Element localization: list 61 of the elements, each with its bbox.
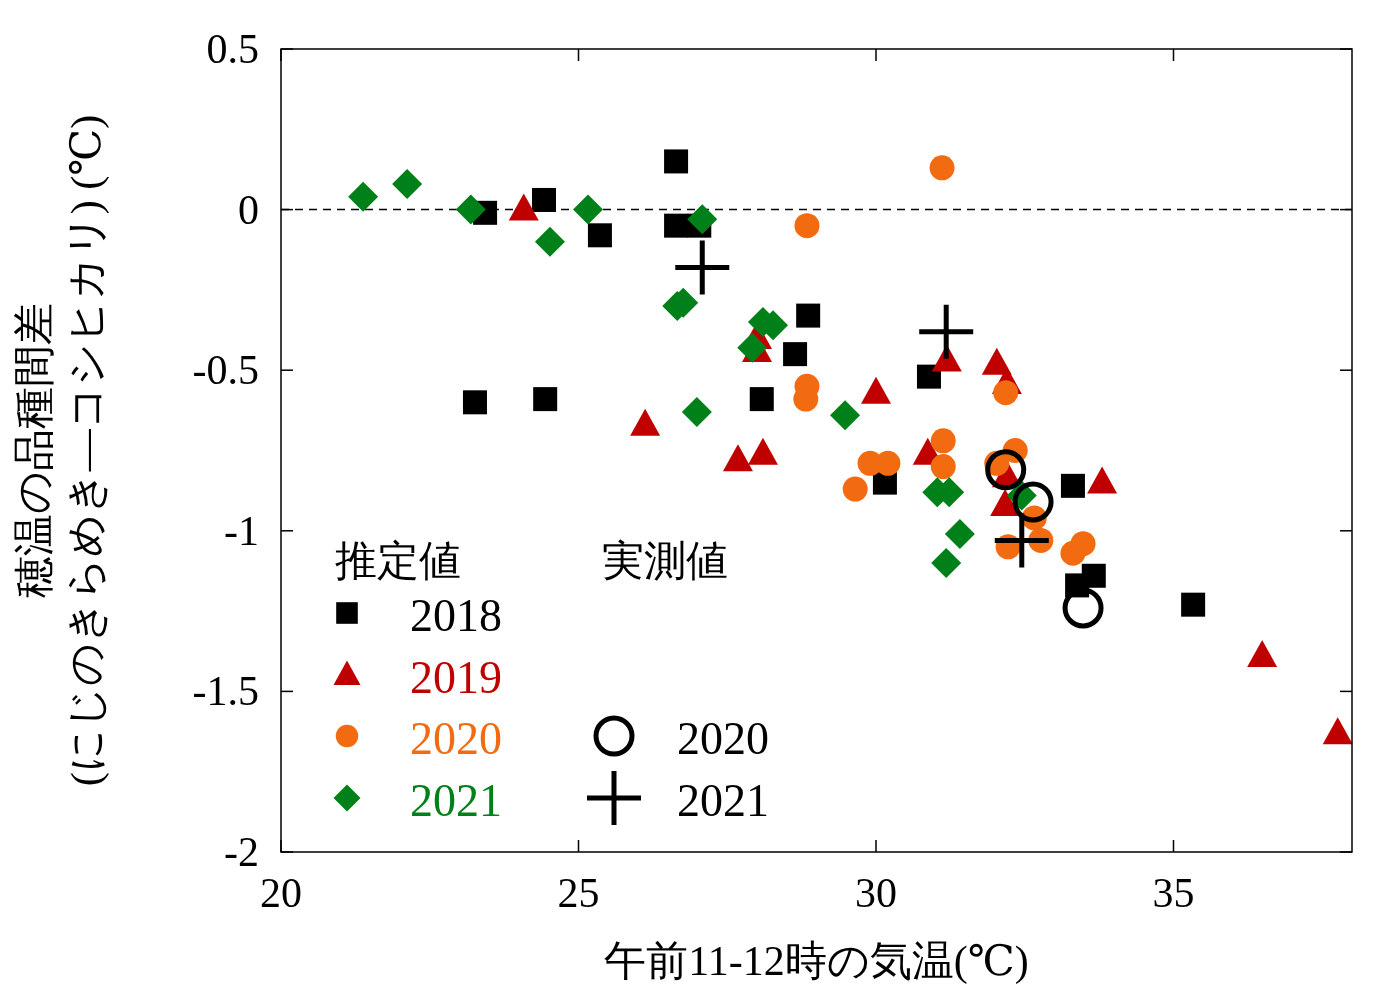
y-tick-label: -2 [224, 829, 259, 875]
point [722, 444, 753, 472]
legend-label: 2020 [677, 713, 769, 764]
point [587, 223, 612, 248]
point [794, 213, 820, 239]
point [916, 364, 941, 389]
point [1070, 531, 1096, 557]
x-axis-title: 午前11-12時の気温(℃) [604, 938, 1029, 985]
point [462, 390, 487, 415]
point [1060, 473, 1085, 498]
point [929, 155, 955, 181]
legend-label: 2019 [410, 652, 502, 703]
annotation: 実測値 [602, 538, 728, 584]
y-axis-title: 穂温の品種間差 (にじのきらめき—コシヒカリ) (℃) [11, 114, 110, 787]
x-tick-label: 25 [557, 870, 600, 916]
y-tick-label: 0.5 [206, 26, 259, 72]
point [1247, 640, 1278, 668]
legend-label: 2018 [410, 590, 502, 641]
point [783, 342, 808, 367]
point [664, 213, 689, 238]
point [875, 450, 901, 476]
point [930, 454, 956, 480]
x-tick-label: 30 [855, 870, 897, 916]
point [830, 400, 861, 431]
point [573, 194, 604, 225]
y-tick-label: -0.5 [192, 347, 259, 394]
point [681, 396, 712, 427]
point [1181, 592, 1206, 617]
legend-label: 2020 [410, 713, 502, 764]
point [994, 513, 1049, 568]
point [534, 226, 565, 257]
point [985, 449, 1027, 491]
point [990, 489, 1021, 517]
point [919, 304, 974, 359]
y-tick-label: -1.5 [192, 668, 259, 715]
y-tick-label: -1 [224, 507, 259, 554]
point [1062, 587, 1104, 629]
point [944, 519, 975, 550]
x-tick-label: 20 [260, 870, 302, 916]
legend-label: 2021 [410, 775, 502, 826]
legend-label: 2021 [677, 775, 769, 826]
point [1322, 717, 1353, 745]
point [842, 476, 868, 502]
point [455, 194, 486, 225]
point [930, 428, 956, 454]
point [392, 168, 423, 199]
point [675, 240, 730, 295]
point [1081, 563, 1106, 588]
point [348, 181, 379, 212]
point [1012, 481, 1054, 523]
x-tick-label: 35 [1152, 870, 1195, 916]
point [531, 187, 556, 212]
point [533, 387, 558, 412]
point [687, 204, 718, 235]
point [931, 547, 962, 578]
y-tick-label: 0 [238, 186, 259, 233]
point [796, 303, 821, 328]
annotation: 推定値 [335, 538, 461, 584]
point [664, 149, 689, 174]
point [749, 387, 774, 412]
point [993, 380, 1019, 406]
